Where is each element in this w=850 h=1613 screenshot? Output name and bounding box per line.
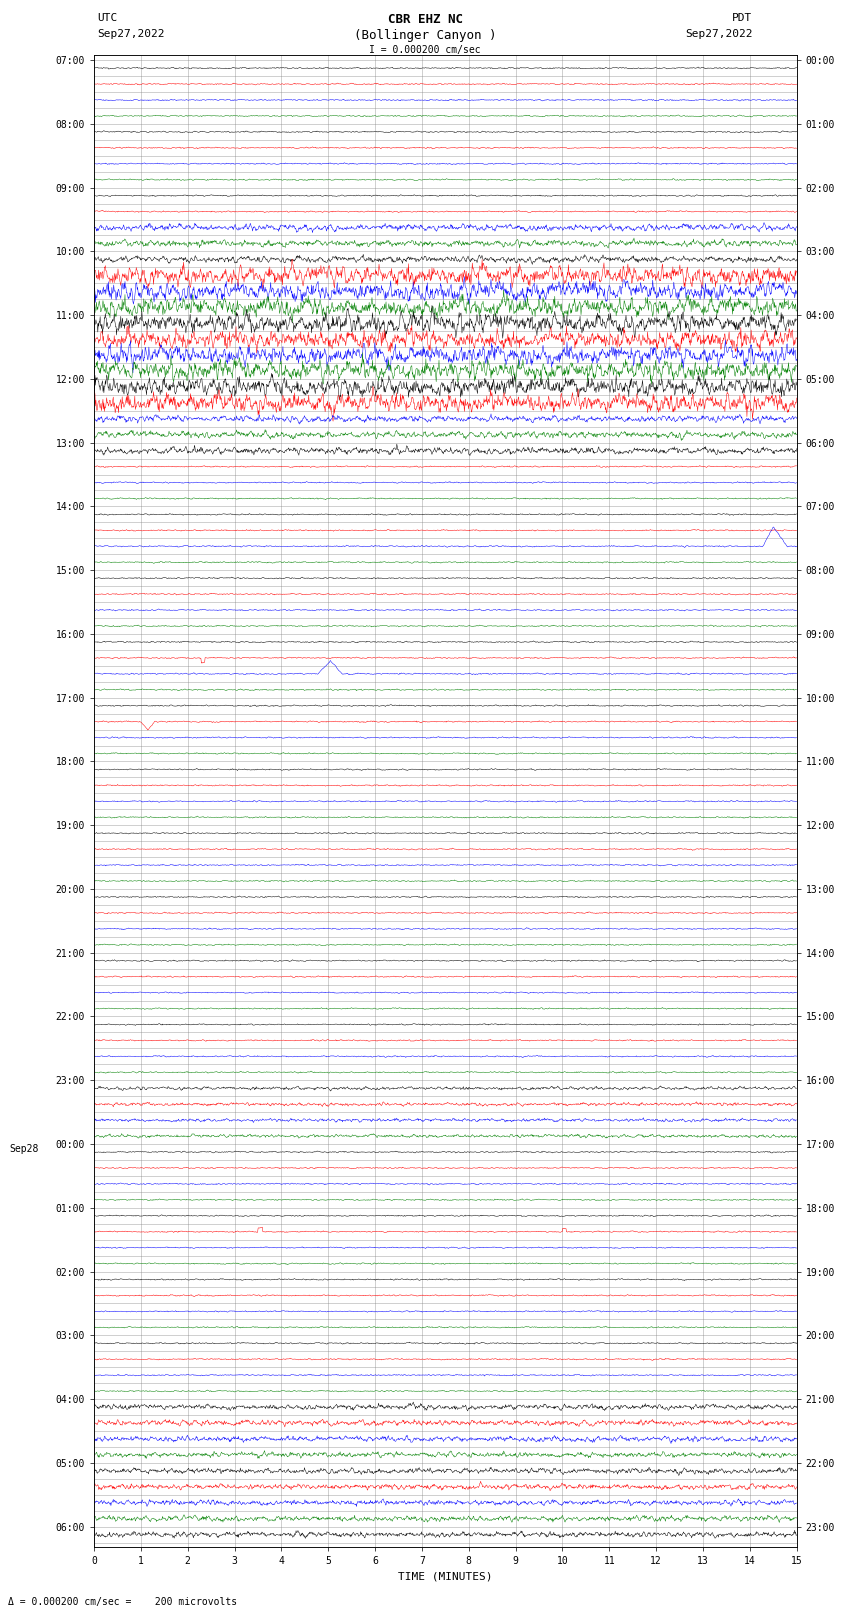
Text: Sep27,2022: Sep27,2022 (685, 29, 752, 39)
Text: PDT: PDT (732, 13, 752, 23)
Text: CBR EHZ NC: CBR EHZ NC (388, 13, 462, 26)
Text: Sep27,2022: Sep27,2022 (98, 29, 165, 39)
Text: I = 0.000200 cm/sec: I = 0.000200 cm/sec (369, 45, 481, 55)
Text: Sep28: Sep28 (9, 1144, 39, 1153)
Text: Δ = 0.000200 cm/sec =    200 microvolts: Δ = 0.000200 cm/sec = 200 microvolts (8, 1597, 238, 1607)
X-axis label: TIME (MINUTES): TIME (MINUTES) (398, 1573, 492, 1582)
Text: UTC: UTC (98, 13, 118, 23)
Text: (Bollinger Canyon ): (Bollinger Canyon ) (354, 29, 496, 42)
